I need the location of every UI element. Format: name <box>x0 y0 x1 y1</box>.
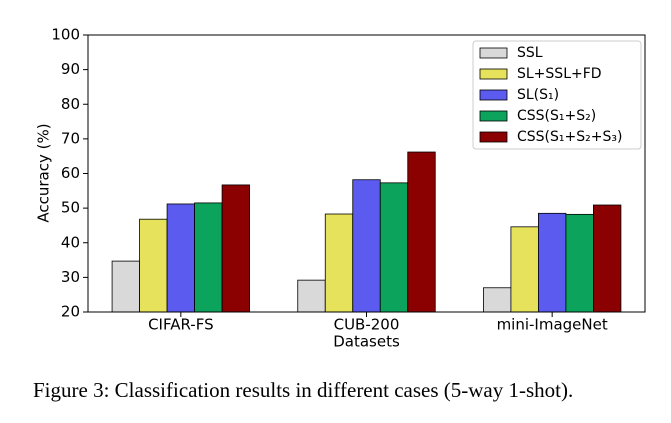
bar <box>297 279 326 313</box>
legend-label: SL+SSL+FD <box>517 66 602 82</box>
plot-frame <box>87 34 646 313</box>
legend-label: CSS(S₁+S₂+S₃) <box>517 129 622 145</box>
bar <box>324 213 354 313</box>
legend-swatch <box>479 110 508 122</box>
y-tick-label: 60 <box>61 164 80 182</box>
y-tick-label: 80 <box>61 95 80 113</box>
legend-swatch <box>479 89 508 101</box>
legend-swatch <box>479 131 508 143</box>
x-tick-label: CIFAR-FS <box>148 316 214 334</box>
bar <box>111 260 140 313</box>
bar <box>593 204 622 313</box>
bar <box>483 287 512 313</box>
bar <box>565 213 594 313</box>
y-tick-label: 70 <box>61 129 80 147</box>
bar <box>166 203 195 313</box>
bar <box>194 202 223 313</box>
y-tick-label: 20 <box>61 303 80 321</box>
bar <box>510 226 539 313</box>
bar <box>538 212 567 313</box>
legend-label: CSS(S₁+S₂) <box>517 108 596 124</box>
y-tick-label: 40 <box>61 233 80 251</box>
bar <box>221 184 250 313</box>
figure-caption: Figure 3: Classification results in diff… <box>33 378 573 402</box>
bar <box>407 151 436 313</box>
bar <box>352 179 381 313</box>
x-tick-label: mini-ImageNet <box>497 316 608 334</box>
y-tick-label: 50 <box>61 199 80 217</box>
x-tick-label: CUB-200 <box>334 316 400 334</box>
y-tick-label: 90 <box>61 60 80 78</box>
legend-box <box>472 40 642 150</box>
legend-swatch <box>479 47 508 59</box>
legend-label: SSL <box>517 45 543 61</box>
legend-label: SL(S₁) <box>517 87 559 103</box>
y-tick-label: 30 <box>61 268 80 286</box>
y-tick-label: 100 <box>51 26 80 44</box>
x-axis-label: Datasets <box>333 333 400 351</box>
y-axis-label: Accuracy (%) <box>35 123 53 222</box>
bar <box>379 182 409 313</box>
legend-swatch <box>479 68 508 80</box>
bar <box>139 218 168 313</box>
